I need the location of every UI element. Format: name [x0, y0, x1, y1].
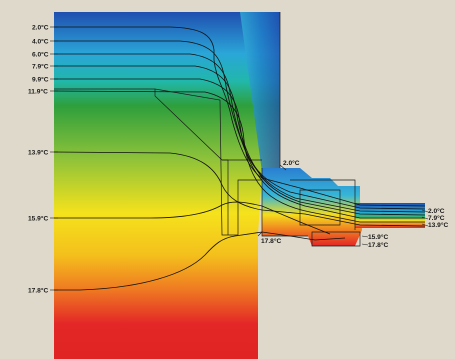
structure-outline-2: [154, 89, 262, 161]
window-frame: [262, 168, 362, 246]
isotherm-label-4-0: 4.0°C: [32, 37, 49, 45]
right-label-13-9: 13.9°C: [428, 221, 448, 229]
right-label-2-0: 2.0°C: [428, 207, 445, 215]
isotherm-label-2-0: 2.0°C: [32, 23, 49, 31]
exterior-wall-face: [240, 12, 280, 172]
isotherm-label-17-8: 17.8°C: [28, 286, 48, 294]
frame-outline: [261, 168, 308, 237]
structure-outline-3: [222, 159, 229, 235]
left-isotherm-labels: 2.0°C 4.0°C 6.0°C 7.9°C 9.9°C 11.9°C 13.…: [28, 23, 58, 294]
isotherm-label-13-9: 13.9°C: [28, 148, 48, 156]
isotherm-label-7-9: 7.9°C: [32, 62, 49, 70]
frame-label-17-8: 17.8°C: [368, 241, 388, 249]
window-isotherm-labels: 2.0°C 17.8°C 15.9°C 17.8°C: [257, 159, 388, 249]
right-isotherm-labels: 2.0°C 7.9°C 13.9°C: [421, 207, 448, 229]
right-label-7-9: 7.9°C: [428, 214, 445, 222]
wall-section: [54, 12, 280, 359]
frame-label-15-9: 15.9°C: [368, 233, 388, 241]
inner-corner-label: 17.8°C: [261, 237, 281, 245]
isotherm-label-6-0: 6.0°C: [32, 50, 49, 58]
isotherm-label-9-9: 9.9°C: [32, 75, 49, 83]
isotherm-lines: [53, 26, 426, 291]
isotherm-label-11-9: 11.9°C: [28, 87, 48, 95]
isotherm-label-15-9: 15.9°C: [28, 214, 48, 222]
window-top-label: 2.0°C: [283, 159, 300, 167]
sill-profile: [311, 231, 361, 247]
glazing-unit: [355, 203, 425, 228]
